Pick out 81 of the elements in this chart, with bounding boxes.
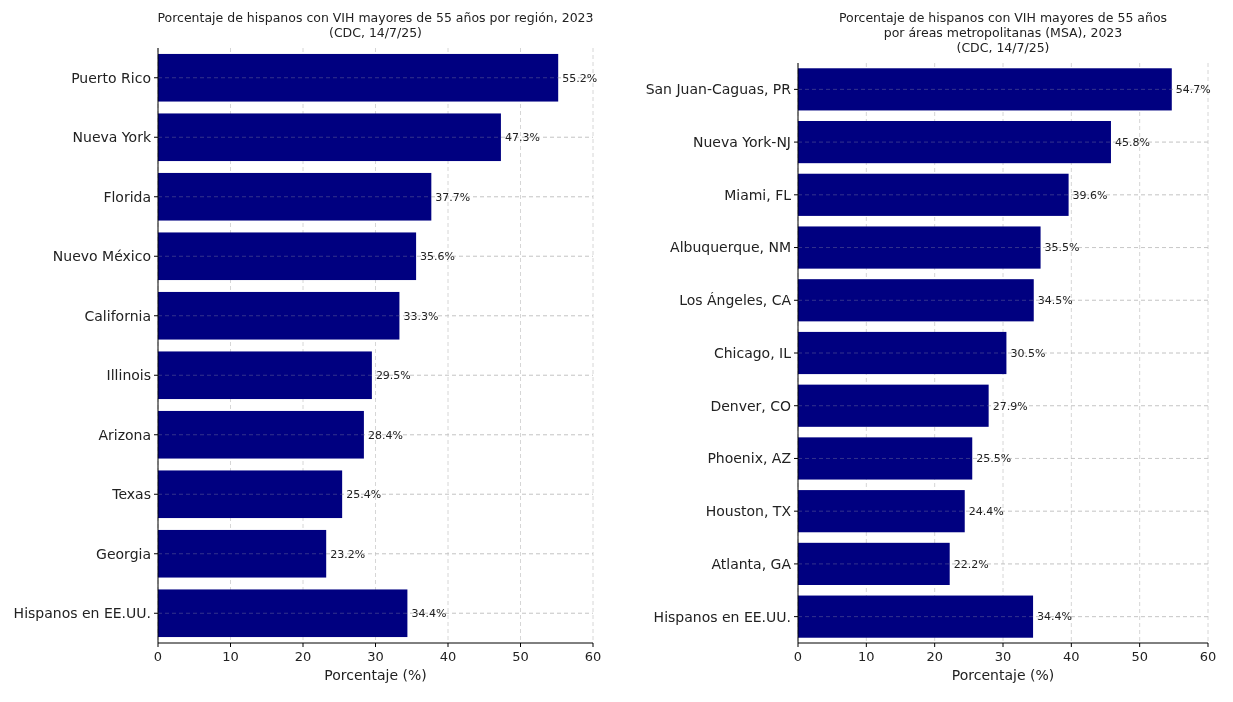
data-label: 27.9%: [992, 399, 1028, 413]
bar: [158, 470, 343, 519]
data-label: 35.6%: [420, 250, 456, 264]
x-tick-label: 0: [793, 649, 803, 664]
data-label: 54.7%: [1175, 83, 1211, 97]
data-label: 45.8%: [1114, 135, 1150, 149]
bar: [158, 172, 432, 221]
data-label: 23.2%: [330, 547, 366, 561]
bar: [798, 490, 965, 533]
y-tick-label: Los Ángeles, CA: [679, 292, 792, 309]
x-tick-label: 50: [512, 649, 529, 664]
bar: [798, 542, 950, 585]
y-tick-label: Nueva York: [72, 129, 152, 146]
x-tick-label: 30: [367, 649, 384, 664]
x-tick-label: 60: [1199, 649, 1217, 664]
bar: [798, 384, 989, 427]
data-label: 25.5%: [976, 452, 1012, 466]
y-tick-label: Phoenix, AZ: [707, 450, 791, 467]
data-label: 47.3%: [504, 131, 540, 145]
chart-title: Porcentaje de hispanos con VIH mayores de 55 años por áreas metropolitanas (MSA), 2023 (CDC, 14/7/25): [838, 10, 1168, 55]
bar: [798, 173, 1069, 216]
bar: [798, 331, 1007, 375]
data-label: 25.4%: [346, 488, 382, 502]
y-tick-label: Hispanos en EE.UU.: [13, 605, 151, 622]
bar: [798, 68, 1172, 111]
bar: [158, 589, 408, 638]
bar: [798, 226, 1041, 269]
data-label: 28.4%: [367, 428, 403, 442]
data-label: 35.5%: [1044, 241, 1080, 255]
data-label: 37.7%: [435, 190, 471, 204]
x-tick-label: 60: [584, 649, 602, 664]
y-tick-label: Texas: [111, 486, 151, 503]
x-tick-label: 40: [439, 649, 457, 664]
data-label: 39.6%: [1072, 188, 1108, 202]
y-tick-label: Nueva York-NJ: [692, 133, 791, 150]
y-tick-label: Nuevo México: [52, 248, 151, 265]
data-label: 34.5%: [1037, 294, 1073, 308]
y-tick-label: Georgia: [96, 545, 151, 562]
data-label: 22.2%: [953, 557, 989, 571]
x-tick-label: 50: [1131, 649, 1148, 664]
chart-title: Porcentaje de hispanos con VIH mayores de 55 años por región, 2023 (CDC, 14/7/25): [157, 10, 594, 40]
bar: [158, 410, 364, 459]
x-tick-label: 30: [994, 649, 1012, 664]
x-tick-label: 10: [222, 649, 239, 664]
bar: [798, 437, 973, 480]
bar: [798, 279, 1034, 322]
data-label: 30.5%: [1010, 346, 1046, 360]
x-tick-label: 20: [926, 649, 943, 664]
x-axis-title: Porcentaje (%): [951, 667, 1055, 683]
bar: [158, 232, 417, 281]
y-tick-label: Atlanta, GA: [711, 555, 792, 572]
bar: [158, 291, 400, 340]
data-label: 34.4%: [1037, 610, 1073, 624]
y-tick-label: San Juan-Caguas, PR: [645, 81, 792, 98]
bar: [158, 53, 559, 102]
data-label: 33.3%: [403, 309, 439, 323]
y-tick-label: Illinois: [106, 367, 151, 384]
bar: [798, 121, 1111, 164]
y-tick-label: Miami, FL: [724, 186, 792, 203]
bar: [158, 113, 501, 162]
y-tick-label: California: [84, 307, 151, 324]
data-label: 24.4%: [968, 505, 1004, 519]
y-tick-label: Houston, TX: [705, 503, 792, 520]
data-label: 55.2%: [562, 71, 598, 85]
y-tick-label: Arizona: [98, 426, 151, 443]
bar: [158, 351, 372, 400]
y-tick-label: Albuquerque, NM: [670, 239, 791, 256]
y-tick-label: Puerto Rico: [71, 69, 151, 86]
y-tick-label: Chicago, IL: [713, 344, 792, 361]
data-label: 29.5%: [375, 369, 411, 383]
x-tick-label: 10: [858, 649, 875, 664]
bar: [798, 595, 1034, 638]
bar: [158, 529, 327, 578]
x-tick-label: 0: [153, 649, 163, 664]
x-tick-label: 40: [1063, 649, 1080, 664]
data-label: 34.4%: [411, 607, 447, 621]
x-tick-label: 20: [294, 649, 312, 664]
y-tick-label: Denver, CO: [710, 397, 791, 414]
y-tick-label: Hispanos en EE.UU.: [653, 608, 791, 625]
x-axis-title: Porcentaje (%): [324, 667, 427, 683]
y-tick-label: Florida: [103, 188, 151, 205]
